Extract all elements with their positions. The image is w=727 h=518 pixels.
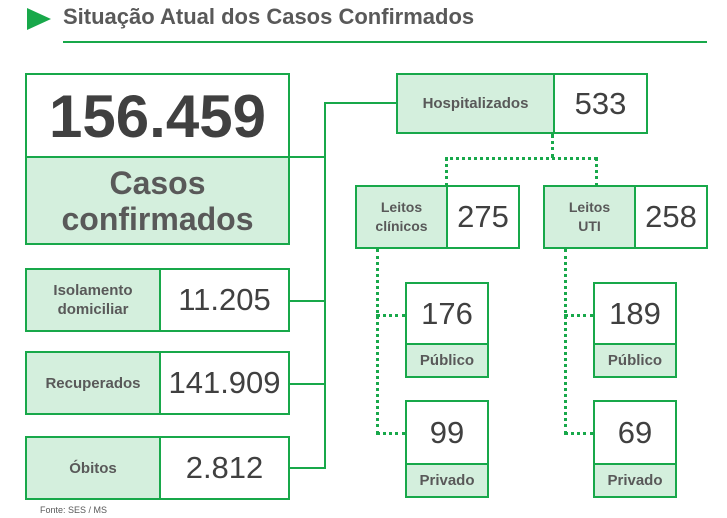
clinicos-publico-divider <box>407 343 487 345</box>
source-note: Fonte: SES / MS <box>40 505 108 515</box>
connector-total <box>290 156 326 158</box>
leitos-clinicos-label: Leitos clínicos <box>357 187 446 247</box>
total-cases-value: 156.459 <box>49 82 266 150</box>
clinicos-privado-value: 99 <box>429 415 465 450</box>
hospitalizados-value: 533 <box>574 85 627 121</box>
connector-trunk <box>324 102 326 469</box>
recuperados-divider <box>159 353 161 413</box>
isolamento-label-line2: domiciliar <box>57 301 129 318</box>
connector-obitos <box>290 467 326 469</box>
total-label-line1: Casos <box>109 164 206 201</box>
dotted-hosp-branch <box>445 157 597 160</box>
uti-privado-label: Privado <box>595 465 675 496</box>
dotted-hosp-stem <box>551 134 554 158</box>
leitos-clinicos-label-line2: clínicos <box>375 218 428 234</box>
dotted-clinicos-stem <box>376 249 379 434</box>
title-underline <box>63 41 707 43</box>
leitos-clinicos-divider <box>446 187 448 247</box>
dotted-uti-privado <box>564 432 594 435</box>
obitos-divider <box>159 438 161 498</box>
total-divider <box>27 156 288 158</box>
connector-recuperados <box>290 383 326 385</box>
page-title: Situação Atual dos Casos Confirmados <box>63 4 475 29</box>
hospitalizados-label: Hospitalizados <box>398 75 553 132</box>
uti-privado-divider <box>595 463 675 465</box>
obitos-value: 2.812 <box>185 450 264 485</box>
isolamento-divider <box>159 270 161 330</box>
clinicos-publico-label: Público <box>407 345 487 376</box>
connector-isolamento <box>290 300 326 302</box>
leitos-uti-divider <box>634 187 636 247</box>
leitos-clinicos-label-line1: Leitos <box>380 199 423 215</box>
leitos-uti-value: 258 <box>645 199 697 234</box>
uti-privado-value: 69 <box>617 415 653 450</box>
isolamento-value: 11.205 <box>178 282 271 317</box>
clinicos-privado-divider <box>407 463 487 465</box>
title-arrow-icon <box>27 8 51 30</box>
uti-publico-label: Público <box>595 345 675 376</box>
total-cases-label: Casos confirmados <box>27 158 288 243</box>
dotted-branch-clinicos <box>445 157 448 187</box>
leitos-uti-label-line2: UTI <box>578 218 601 234</box>
obitos-label: Óbitos <box>27 438 159 498</box>
hospitalizados-divider <box>553 75 555 132</box>
dotted-branch-uti <box>595 157 598 187</box>
isolamento-label: Isolamento domiciliar <box>27 270 159 330</box>
dotted-uti-publico <box>564 314 594 317</box>
leitos-uti-label: Leitos UTI <box>545 187 634 247</box>
isolamento-label-line1: Isolamento <box>53 282 133 299</box>
uti-publico-value: 189 <box>609 296 661 331</box>
leitos-uti-label-line1: Leitos <box>568 199 611 215</box>
leitos-clinicos-value: 275 <box>457 199 509 234</box>
total-label-line2: confirmados <box>61 200 254 237</box>
connector-hospitalizados <box>324 102 397 104</box>
uti-publico-divider <box>595 343 675 345</box>
dotted-clinicos-privado <box>376 432 406 435</box>
recuperados-value: 141.909 <box>168 365 281 400</box>
recuperados-label: Recuperados <box>27 353 159 413</box>
dotted-clinicos-publico <box>376 314 406 317</box>
clinicos-publico-value: 176 <box>421 296 473 331</box>
dotted-uti-stem <box>564 249 567 434</box>
clinicos-privado-label: Privado <box>407 465 487 496</box>
